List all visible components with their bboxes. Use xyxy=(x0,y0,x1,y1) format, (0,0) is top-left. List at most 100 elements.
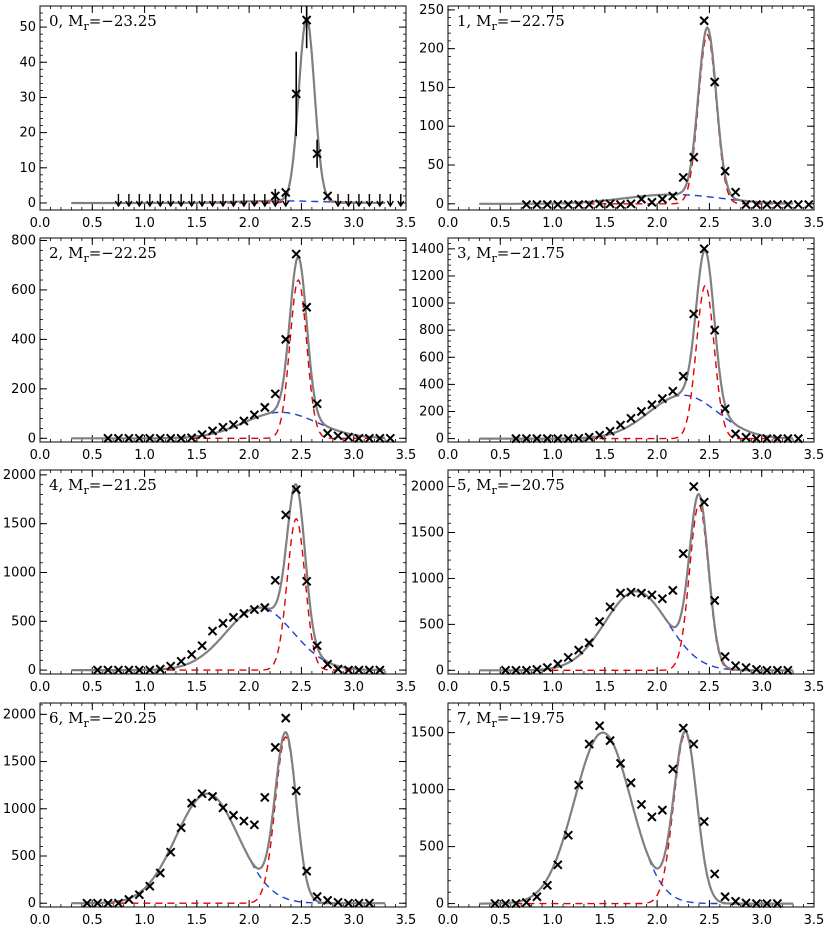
data-point xyxy=(521,433,532,444)
x-tick-label: 3.5 xyxy=(396,216,417,231)
data-point xyxy=(228,810,239,821)
subscript-r: r xyxy=(491,484,497,497)
data-point xyxy=(626,778,636,788)
x-tick-label: 3.0 xyxy=(343,216,364,231)
plot-frame xyxy=(39,237,407,443)
red-component-curve xyxy=(479,33,794,205)
data-point xyxy=(553,659,563,669)
total-fit-curve xyxy=(479,730,794,905)
panel-label: 5, Mr=−20.75 xyxy=(457,476,565,497)
y-tick-label: 1200 xyxy=(411,269,444,284)
data-point xyxy=(92,898,103,908)
data-point xyxy=(668,764,678,774)
data-point xyxy=(291,484,301,495)
data-point xyxy=(720,892,730,902)
total-fit-curve xyxy=(71,730,386,905)
x-tick-label: 1.0 xyxy=(134,913,155,928)
data-point xyxy=(511,898,521,909)
subscript-r: r xyxy=(491,20,497,33)
x-tick-label: 2.5 xyxy=(699,913,720,928)
data-point xyxy=(657,593,668,604)
plot-frame xyxy=(447,702,815,908)
panel-magnitude: =−21.25 xyxy=(89,476,157,494)
data-point xyxy=(762,199,772,210)
data-point xyxy=(375,665,385,675)
data-point xyxy=(134,665,145,675)
panel-7: 0.0 0.5 1.0 1.5 2.0 2.5 3.0 3.5 0 500 1000 1500 7, M… xyxy=(411,702,824,928)
panel-label: 6, Mr=−20.25 xyxy=(49,709,157,730)
data-point xyxy=(751,898,762,909)
x-tick-label: 2.0 xyxy=(239,216,260,231)
upper-limit-arrow xyxy=(114,193,123,208)
data-point xyxy=(772,665,783,676)
data-point xyxy=(354,665,364,675)
x-tick-label: 1.5 xyxy=(187,680,208,695)
y-tick-label: 150 xyxy=(419,80,444,95)
data-point xyxy=(699,16,709,26)
x-tick-label: 3.5 xyxy=(804,680,825,695)
plot-frame xyxy=(447,469,815,675)
data-point xyxy=(521,665,532,676)
x-tick-label: 3.5 xyxy=(396,913,417,928)
data-point xyxy=(636,194,647,204)
upper-limit-arrow xyxy=(146,193,154,208)
panel-6: 0.0 0.5 1.0 1.5 2.0 2.5 3.0 3.5 0 500 1000 1500 2000… xyxy=(3,702,417,928)
data-point xyxy=(594,721,605,731)
data-point xyxy=(615,588,626,598)
data-point xyxy=(166,847,176,857)
data-point xyxy=(312,149,322,159)
data-point xyxy=(699,816,709,827)
data-point xyxy=(322,895,333,906)
data-point xyxy=(720,166,730,176)
data-point xyxy=(584,739,594,749)
data-point xyxy=(626,587,636,597)
data-point xyxy=(783,199,793,210)
y-tick-label: 1500 xyxy=(411,525,444,540)
x-tick-label: 1.5 xyxy=(595,448,616,463)
x-tick-label: 1.5 xyxy=(595,913,616,928)
y-tick-label: 2000 xyxy=(3,707,36,722)
upper-limit-arrow xyxy=(397,193,405,208)
data-point xyxy=(218,422,228,432)
y-tick-label: 0 xyxy=(28,663,36,678)
y-tick-label: 400 xyxy=(11,332,36,347)
data-point xyxy=(647,590,657,600)
data-point xyxy=(521,897,532,908)
panel-5: 0.0 0.5 1.0 1.5 2.0 2.5 3.0 3.5 0 500 1000 1500 2000… xyxy=(411,469,825,695)
plot-frame xyxy=(447,237,815,443)
data-point xyxy=(636,799,647,810)
data-point xyxy=(678,371,688,381)
x-tick-label: 3.0 xyxy=(343,913,364,928)
data-point xyxy=(260,402,270,413)
data-point xyxy=(751,433,762,444)
data-point xyxy=(741,432,751,442)
data-point xyxy=(207,626,218,636)
data-point xyxy=(668,585,678,596)
y-tick-label: 600 xyxy=(419,350,444,365)
data-point xyxy=(521,199,532,210)
data-point xyxy=(281,713,291,723)
data-point xyxy=(92,665,103,675)
y-tick-label: 400 xyxy=(419,377,444,392)
data-point xyxy=(281,187,291,198)
x-tick-label: 3.0 xyxy=(751,913,772,928)
data-point xyxy=(343,898,354,908)
x-tick-label: 3.0 xyxy=(343,680,364,695)
data-point xyxy=(689,481,699,492)
panel-magnitude: =−20.75 xyxy=(497,476,565,494)
data-point xyxy=(709,325,720,335)
x-tick-label: 3.0 xyxy=(751,216,772,231)
x-tick-label: 0.0 xyxy=(438,913,459,928)
data-point xyxy=(574,645,584,655)
data-point xyxy=(312,891,322,902)
panel-magnitude: =−20.25 xyxy=(89,709,157,727)
data-point xyxy=(228,612,239,623)
data-point xyxy=(124,894,134,905)
panel-index: 1, M xyxy=(457,12,491,30)
data-point xyxy=(166,661,176,671)
y-tick-label: 500 xyxy=(11,849,36,864)
data-point xyxy=(291,249,301,259)
x-tick-label: 0.5 xyxy=(490,680,511,695)
data-point xyxy=(542,662,553,673)
panel-index: 4, M xyxy=(49,476,83,494)
